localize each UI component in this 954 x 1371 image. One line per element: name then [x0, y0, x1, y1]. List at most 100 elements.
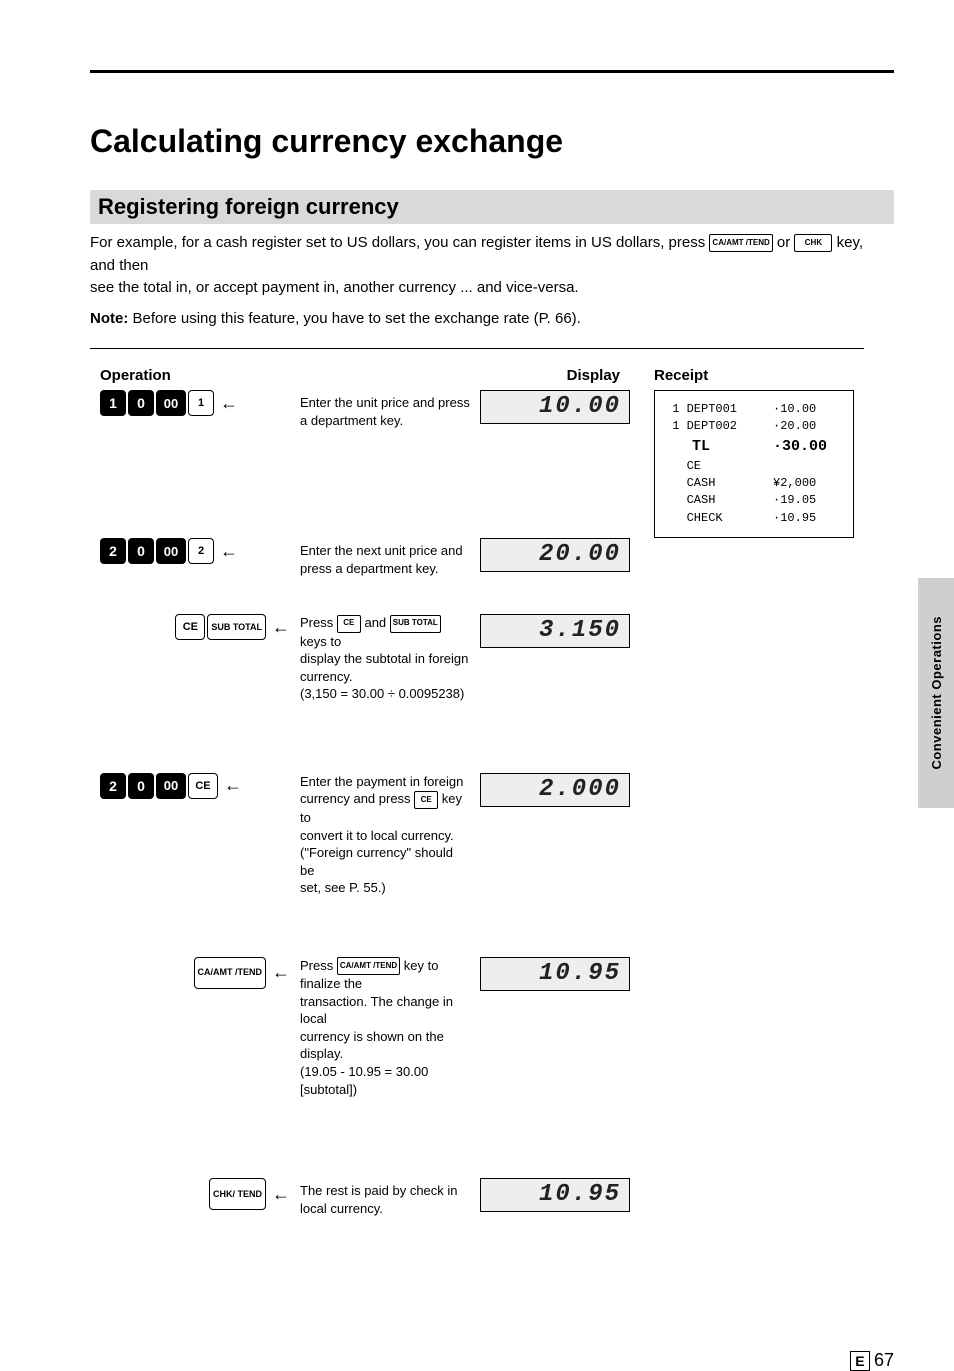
side-tab: Convenient Operations — [918, 578, 954, 808]
num-key-00: 00 — [156, 773, 186, 799]
d5e: (19.05 - 10.95 = 30.00 [subtotal]) — [300, 1064, 428, 1097]
arrow-left-icon: ← — [272, 617, 290, 638]
subtotal-key-icon: SUB TOTAL — [390, 615, 441, 633]
hdr-display: Display — [470, 367, 630, 384]
rcpt-l7l: CHECK — [665, 511, 723, 525]
num-key-0: 0 — [128, 538, 154, 564]
step-desc: Enter the payment in foreign currency an… — [300, 773, 470, 897]
key-sequence: CE SUB TOTAL ← — [100, 614, 300, 640]
num-key-0: 0 — [128, 390, 154, 416]
step-row: 2 0 00 CE ← Enter the payment in foreign… — [100, 773, 894, 897]
step-desc: Enter the unit price and press a departm… — [300, 390, 470, 429]
chktend-key: CHK/ TEND — [209, 1178, 266, 1210]
rcpt-l4l: CE — [665, 459, 701, 473]
intro-part1: For example, for a cash register set to … — [90, 234, 709, 251]
intro-part2: or — [777, 234, 795, 251]
ce-key: CE — [188, 773, 218, 799]
thin-rule — [90, 348, 864, 349]
arrow-left-icon: ← — [224, 775, 242, 796]
caamt-key: CA/AMT /TEND — [194, 957, 267, 989]
num-key-1: 1 — [100, 390, 126, 416]
step-desc: Press CE and SUB TOTAL keys to display t… — [300, 614, 470, 703]
num-key-2: 2 — [100, 773, 126, 799]
caamt-key-icon: CA/AMT /TEND — [337, 957, 400, 975]
page-num: 67 — [874, 1350, 894, 1370]
num-key-00: 00 — [156, 390, 186, 416]
arrow-left-icon: ← — [272, 962, 290, 983]
d3d: display the subtotal in foreign — [300, 651, 468, 666]
rcpt-l1r: ·10.00 — [773, 402, 816, 416]
d5c: transaction. The change in local — [300, 994, 453, 1027]
intro-line2: see the total in, or accept payment in, … — [90, 279, 579, 296]
lcd-display: 10.00 — [480, 390, 630, 424]
key-sequence: 2 0 00 2 ← — [100, 538, 300, 564]
column-headers: Operation . Display Receipt — [100, 367, 894, 384]
step-row: 2 0 00 2 ← Enter the next unit price and… — [100, 538, 894, 596]
chapter-title: Calculating currency exchange — [90, 123, 864, 160]
d4d: convert it to local currency. — [300, 828, 454, 843]
note-label: Note: — [90, 310, 128, 327]
page-prefix: E — [850, 1351, 870, 1371]
lcd-display: 10.95 — [480, 957, 630, 991]
d4e: ("Foreign currency" should be — [300, 845, 453, 878]
key-sequence: CA/AMT /TEND ← — [100, 957, 300, 989]
step-row: CE SUB TOTAL ← Press CE and SUB TOTAL ke… — [100, 614, 894, 703]
hdr-operation: Operation — [100, 367, 300, 384]
page-number: E67 — [850, 1350, 894, 1371]
rcpt-l6l: CASH — [665, 493, 715, 507]
rcpt-l1l: 1 DEPT001 — [665, 402, 737, 416]
subtotal-key: SUB TOTAL — [207, 614, 266, 640]
rcpt-l3r: ·30.00 — [773, 438, 827, 455]
caamt-key-icon: CA/AMT /TEND — [709, 234, 772, 252]
step-desc: Press CA/AMT /TEND key to finalize the t… — [300, 957, 470, 1098]
key-sequence: 1 0 00 1 ← — [100, 390, 300, 416]
step-row: CA/AMT /TEND ← Press CA/AMT /TEND key to… — [100, 957, 894, 1098]
section-heading: Registering foreign currency — [90, 190, 894, 224]
d3f: (3,150 = 30.00 ÷ 0.0095238) — [300, 686, 464, 701]
top-rule — [90, 70, 894, 73]
num-key-2: 2 — [100, 538, 126, 564]
rcpt-l5r: ¥2,000 — [773, 476, 816, 490]
d3a: Press — [300, 615, 337, 630]
step-row: CHK/ TEND ← The rest is paid by check in… — [100, 1178, 894, 1236]
d4f: set, see P. 55.) — [300, 880, 386, 895]
rcpt-l3l: TL — [665, 438, 710, 455]
ce-key-icon: CE — [337, 615, 361, 633]
note-body: Before using this feature, you have to s… — [128, 310, 581, 327]
step-row: 1 0 00 1 ← Enter the unit price and pres… — [100, 390, 894, 538]
dept-key-1: 1 — [188, 390, 214, 416]
d4a: Enter the payment in foreign — [300, 774, 463, 789]
arrow-left-icon: ← — [220, 393, 238, 414]
rcpt-l6r: ·19.05 — [773, 493, 816, 507]
rcpt-l2r: ·20.00 — [773, 419, 816, 433]
ce-key: CE — [175, 614, 205, 640]
lcd-display: 2.000 — [480, 773, 630, 807]
dept-key-2: 2 — [188, 538, 214, 564]
rcpt-l5l: CASH — [665, 476, 715, 490]
d5a: Press — [300, 958, 337, 973]
chk-key-icon: CHK — [794, 234, 832, 252]
step-desc: The rest is paid by check in local curre… — [300, 1178, 470, 1217]
key-sequence: 2 0 00 CE ← — [100, 773, 300, 799]
num-key-00: 00 — [156, 538, 186, 564]
lcd-display: 3.150 — [480, 614, 630, 648]
rcpt-l2l: 1 DEPT002 — [665, 419, 737, 433]
lcd-display: 10.95 — [480, 1178, 630, 1212]
side-tab-label: Convenient Operations — [929, 616, 944, 770]
arrow-left-icon: ← — [220, 541, 238, 562]
key-sequence: CHK/ TEND ← — [100, 1178, 300, 1210]
note-text: Note: Before using this feature, you hav… — [90, 308, 864, 331]
receipt-printout: 1 DEPT001 ·10.00 1 DEPT002 ·20.00 TL ·30… — [654, 390, 854, 538]
d4b: currency and press — [300, 791, 414, 806]
hdr-receipt: Receipt — [654, 367, 854, 384]
lcd-display: 20.00 — [480, 538, 630, 572]
step-desc: Enter the next unit price and press a de… — [300, 538, 470, 577]
d3e: currency. — [300, 669, 353, 684]
d3b: and — [364, 615, 389, 630]
d5d: currency is shown on the display. — [300, 1029, 444, 1062]
ce-key-icon: CE — [414, 791, 438, 809]
rcpt-l7r: ·10.95 — [773, 511, 816, 525]
d3c: keys to — [300, 634, 341, 649]
num-key-0: 0 — [128, 773, 154, 799]
intro-text: For example, for a cash register set to … — [90, 232, 864, 300]
